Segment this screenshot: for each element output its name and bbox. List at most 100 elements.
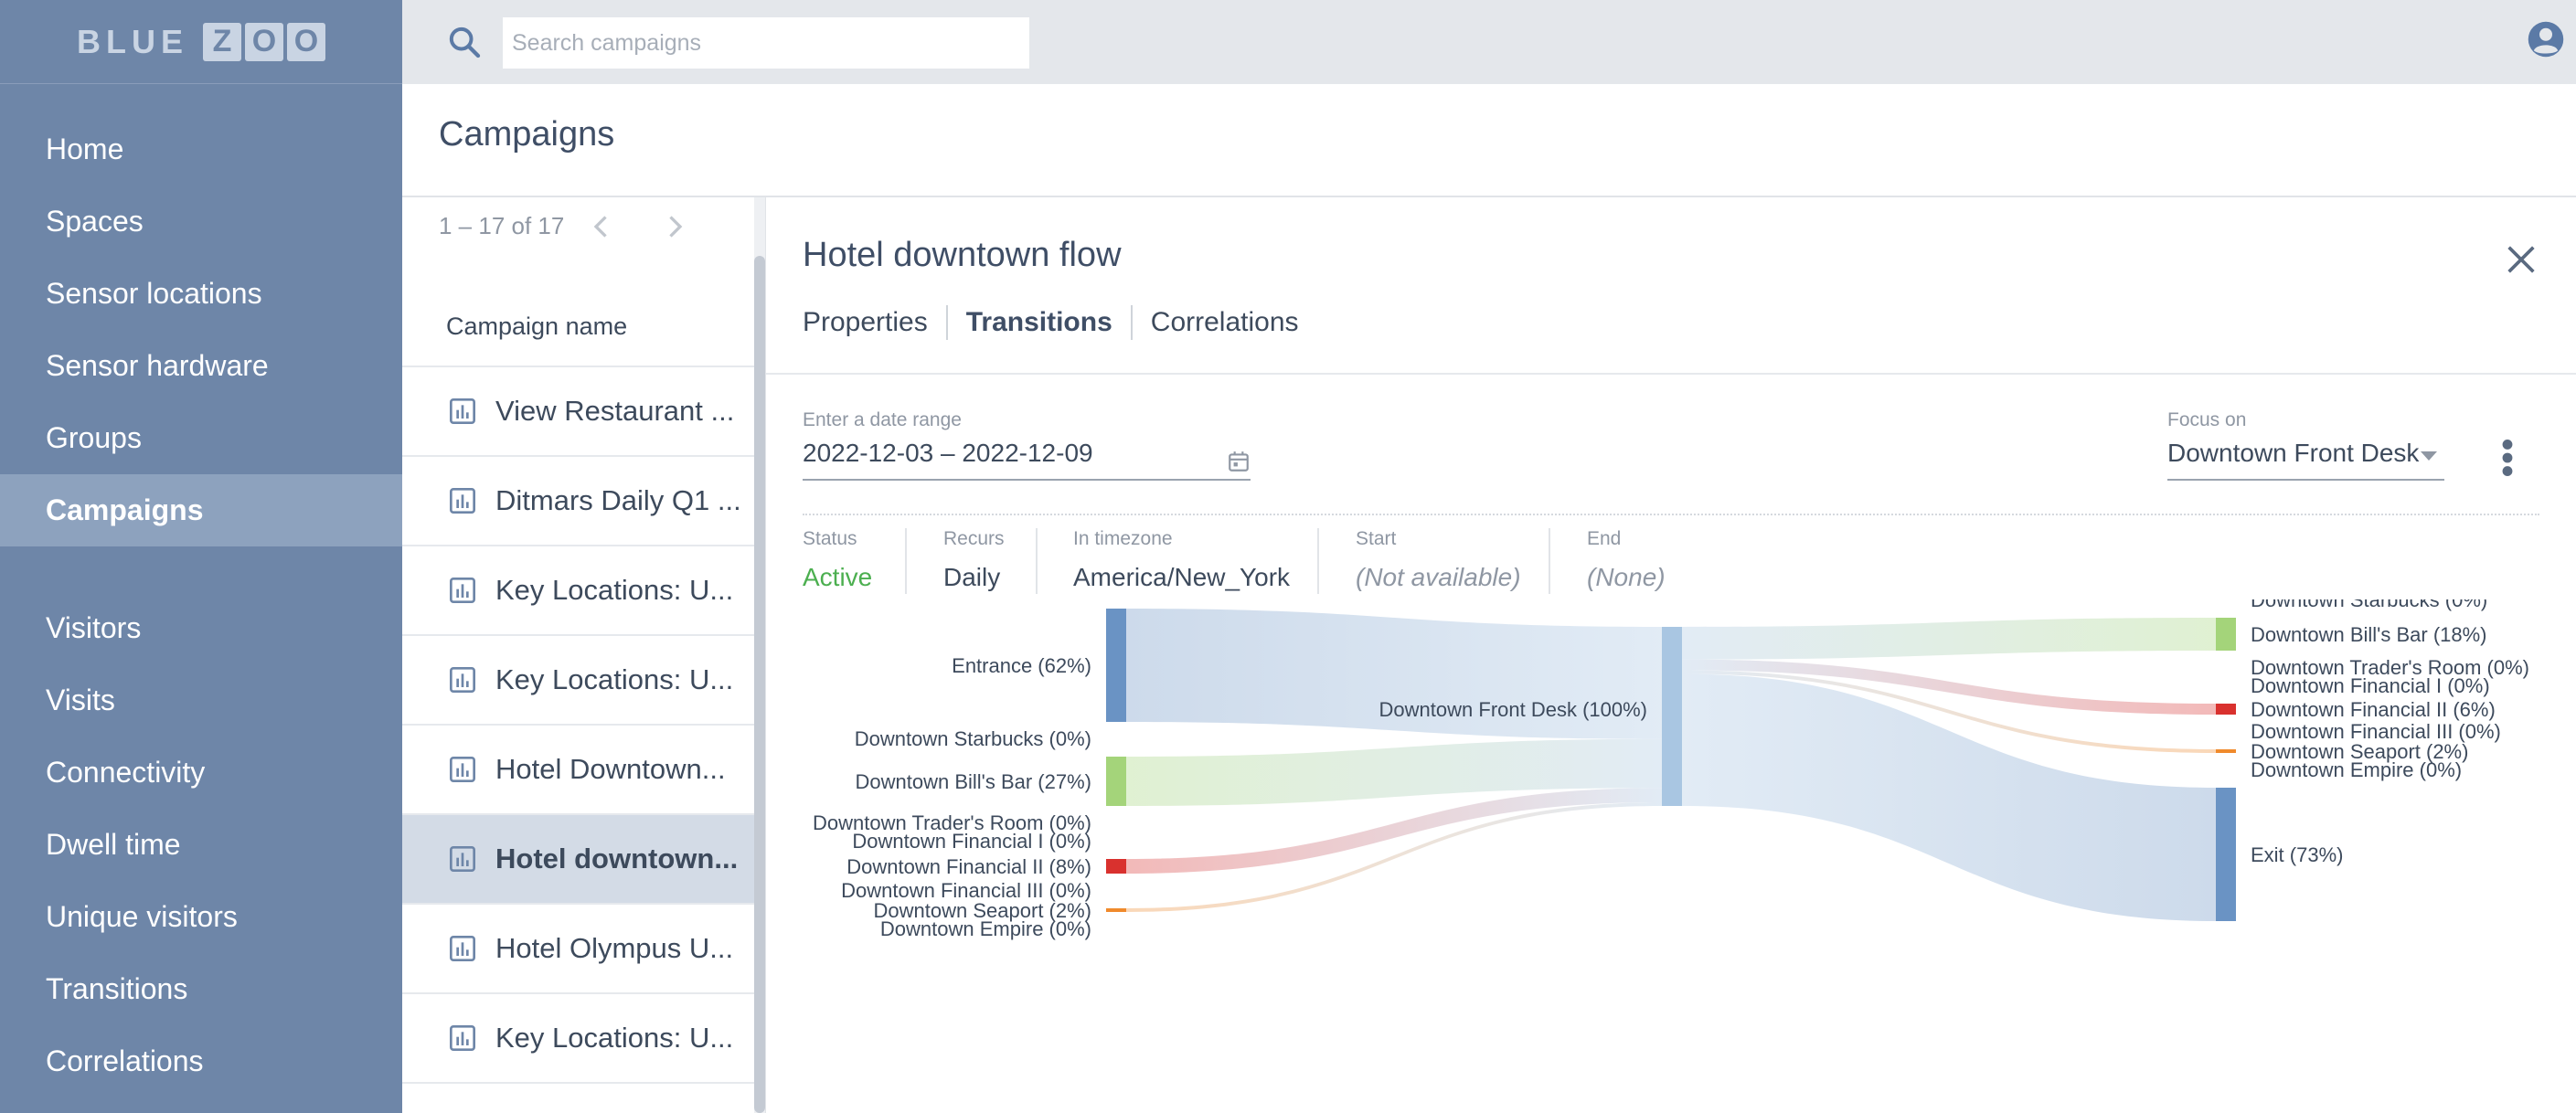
focus-selected-value: Downtown Front Desk (2167, 439, 2420, 467)
divider (1317, 528, 1319, 594)
divider (803, 514, 2539, 515)
sankey-node (1106, 859, 1126, 874)
campaign-list: 1 – 17 of 17 Campaign name View Restaura… (402, 197, 755, 1113)
nav-item-unique-visitors[interactable]: Unique visitors (46, 900, 238, 933)
sankey-link (1682, 670, 2216, 753)
status-field: Status Active (803, 528, 872, 592)
close-icon[interactable] (2503, 241, 2539, 278)
campaign-row[interactable]: Key Locations: U... (402, 636, 755, 726)
brand-letters: Z O O (203, 22, 325, 61)
nav-item-connectivity[interactable]: Connectivity (46, 756, 206, 789)
chart-report-icon (448, 934, 477, 963)
nav-item-dwell-time[interactable]: Dwell time (46, 828, 181, 861)
date-range-label: Enter a date range (803, 409, 962, 430)
divider (402, 366, 755, 367)
sankey-source-label: Downtown Bill's Bar (27%) (855, 770, 1091, 793)
chart-report-icon (448, 486, 477, 515)
campaign-row[interactable]: Key Locations: U... (402, 546, 755, 636)
tab-correlations[interactable]: Correlations (1150, 307, 1299, 337)
calendar-icon[interactable] (1227, 450, 1251, 473)
status-value: Active (803, 563, 873, 591)
column-header-campaign-name[interactable]: Campaign name (446, 313, 628, 340)
divider (1549, 528, 1550, 594)
nav-item-transitions[interactable]: Transitions (46, 972, 188, 1005)
campaign-row[interactable]: Hotel downtown... (402, 815, 755, 905)
recurs-label: Recurs (943, 528, 1005, 549)
date-range-input[interactable]: 2022-12-03 – 2022-12-09 (803, 439, 1251, 481)
campaign-row[interactable]: Key Locations: U... (402, 994, 755, 1084)
recurs-value: Daily (943, 563, 1001, 591)
sankey-node (1106, 757, 1126, 806)
search-icon[interactable] (446, 24, 483, 60)
top-bar (402, 0, 2576, 84)
chart-report-icon (448, 397, 477, 426)
campaign-rows: View Restaurant ... Ditmars Daily Q1 ... K… (402, 367, 755, 1084)
recurs-field: Recurs Daily (943, 528, 1005, 592)
list-scrollbar-thumb[interactable] (754, 256, 765, 1113)
sankey-node (1106, 908, 1126, 912)
campaign-name: Hotel Downtown... (495, 753, 726, 785)
campaign-row[interactable]: Hotel Downtown... (402, 726, 755, 815)
brand-word: BLUE (77, 22, 188, 60)
campaign-name: View Restaurant ... (495, 395, 735, 427)
nav-item-visitors[interactable]: Visitors (46, 611, 142, 644)
sankey-target-label: Exit (73%) (2251, 843, 2343, 866)
nav-item-groups[interactable]: Groups (46, 421, 142, 454)
divider (905, 528, 907, 594)
tab-transitions[interactable]: Transitions (965, 307, 1112, 337)
sankey-link (1682, 618, 2216, 660)
account-icon[interactable] (2527, 20, 2565, 58)
chevron-right-icon[interactable] (658, 208, 691, 245)
sankey-source-label: Downtown Seaport (2%) (874, 899, 1091, 922)
campaign-row[interactable]: Ditmars Daily Q1 ... (402, 457, 755, 546)
sankey-node (1106, 609, 1126, 722)
nav-item-campaigns[interactable]: Campaigns (0, 474, 402, 546)
focus-select[interactable]: Downtown Front Desk (2167, 439, 2444, 481)
more-vert-icon[interactable] (2498, 435, 2517, 481)
divider (1036, 528, 1038, 594)
sankey-node (2216, 704, 2236, 715)
chart-report-icon (448, 1023, 477, 1053)
sankey-target-label: Downtown Financial III (0%) (2251, 720, 2501, 743)
campaign-name: Key Locations: U... (495, 663, 734, 695)
campaign-name: Key Locations: U... (495, 1022, 734, 1054)
nav-item-spaces[interactable]: Spaces (46, 205, 144, 238)
page-title: Campaigns (439, 115, 615, 154)
caret-down-icon (2421, 451, 2437, 461)
end-label: End (1587, 528, 1622, 549)
sankey-target-label: Downtown Empire (0%) (2251, 758, 2462, 781)
chart-report-icon (448, 844, 477, 874)
campaign-row[interactable]: View Restaurant ... (402, 367, 755, 457)
sankey-link (1682, 673, 2216, 921)
divider (402, 196, 2576, 197)
campaign-row[interactable]: Hotel Olympus U... (402, 905, 755, 994)
brand-letter: Z (203, 22, 241, 61)
campaign-detail-panel: Hotel downtown flow Properties Transitio… (765, 197, 2576, 1113)
divider (766, 373, 2576, 375)
brand-logo[interactable]: BLUE Z O O (0, 0, 402, 84)
campaign-name: Hotel downtown... (495, 843, 739, 874)
sankey-target-label: Downtown Starbucks (0%) (2251, 599, 2487, 611)
brand-letter: O (245, 22, 283, 61)
tab-properties[interactable]: Properties (803, 307, 928, 337)
nav-item-sensor-locations[interactable]: Sensor locations (46, 277, 262, 310)
chevron-left-icon[interactable] (585, 208, 618, 245)
detail-tabs: Properties Transitions Correlations (803, 305, 1299, 340)
sankey-link (1682, 659, 2216, 715)
campaign-name: Hotel Olympus U... (495, 932, 734, 964)
sankey-center-label: Downtown Front Desk (100%) (1379, 698, 1647, 721)
nav-item-correlations[interactable]: Correlations (46, 1044, 204, 1077)
sankey-source-label: Entrance (62%) (952, 654, 1091, 677)
chart-report-icon (448, 755, 477, 784)
timezone-field: In timezone America/New_York (1073, 528, 1290, 592)
sankey-source-label: Downtown Financial II (8%) (846, 855, 1091, 878)
nav-item-home[interactable]: Home (46, 132, 124, 165)
sankey-target-label: Downtown Financial II (6%) (2251, 698, 2496, 721)
sankey-node (2216, 618, 2236, 651)
sankey-link (1126, 738, 1662, 806)
search-input[interactable] (503, 17, 1029, 69)
nav-item-visits[interactable]: Visits (46, 684, 115, 716)
campaign-name: Key Locations: U... (495, 574, 734, 606)
detail-title: Hotel downtown flow (803, 236, 1122, 274)
nav-item-sensor-hardware[interactable]: Sensor hardware (46, 349, 269, 382)
